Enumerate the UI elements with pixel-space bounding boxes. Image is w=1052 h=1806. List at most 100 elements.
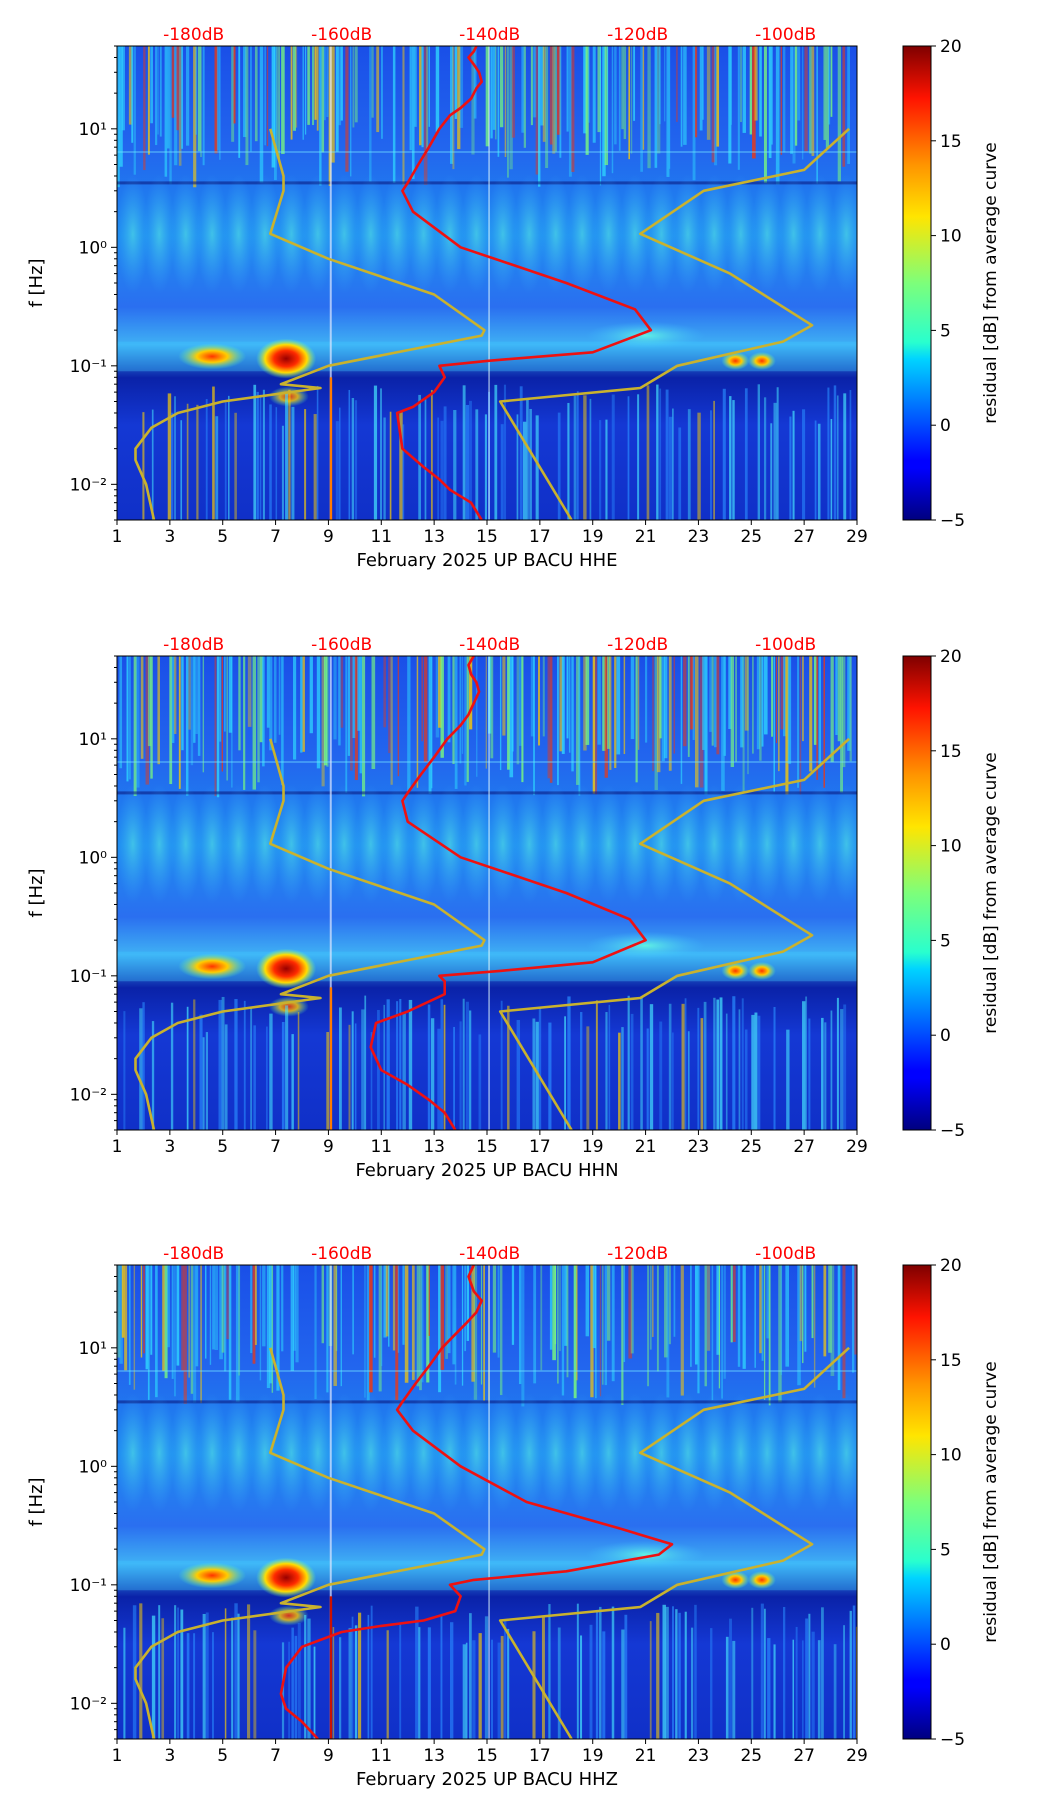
hf-noise-streak [209, 1265, 212, 1365]
lf-noise-streak [285, 392, 289, 520]
hf-noise-streak [718, 1265, 721, 1389]
hf-noise-streak [454, 1265, 457, 1385]
hf-noise-streak [737, 46, 740, 170]
hf-noise-streak [507, 46, 509, 178]
hf-noise-streak [166, 46, 170, 149]
x-axis-label: February 2025 UP BACU HHZ [356, 1769, 618, 1790]
hf-noise-streak [516, 656, 520, 765]
hf-noise-streak [530, 46, 533, 126]
diurnal-plume [460, 173, 493, 294]
hf-noise-streak [754, 1265, 756, 1368]
diurnal-plume [301, 1392, 334, 1513]
lf-noise-streak [763, 397, 767, 520]
hf-noise-streak [835, 656, 838, 735]
hf-noise-streak [397, 656, 400, 777]
hf-noise-streak [354, 656, 358, 781]
lf-noise-streak [281, 1022, 285, 1130]
diurnal-plume [249, 173, 281, 294]
hf-noise-streak [661, 656, 665, 762]
hf-noise-streak [735, 656, 737, 762]
hf-noise-streak [740, 656, 744, 748]
hf-noise-streak [350, 46, 352, 177]
lf-noise-streak [459, 1021, 462, 1130]
hf-noise-streak [825, 46, 829, 148]
lf-noise-streak [386, 1630, 389, 1739]
hf-noise-streak [326, 1265, 329, 1393]
spectrogram-image [117, 656, 857, 1130]
microseism-glow [585, 321, 706, 350]
hf-noise-streak [642, 46, 645, 150]
hf-noise-streak [778, 1265, 782, 1403]
hf-noise-streak [243, 46, 247, 138]
lf-noise-streak [196, 404, 199, 520]
db-scale-label: -160dB [311, 25, 372, 45]
lf-noise-streak [465, 1001, 469, 1130]
hf-noise-streak [659, 46, 661, 125]
lf-noise-streak [849, 390, 852, 520]
hf-noise-streak [799, 1265, 803, 1342]
hf-noise-streak [193, 46, 197, 188]
lf-noise-streak [557, 1627, 561, 1739]
hf-noise-streak [421, 656, 423, 742]
lf-noise-streak [288, 389, 291, 520]
hf-noise-streak [438, 1265, 442, 1393]
hf-noise-streak [552, 46, 556, 154]
x-axis-label: February 2025 UP BACU HHE [356, 550, 617, 571]
hf-noise-streak [756, 656, 760, 750]
hf-noise-streak [147, 46, 150, 155]
x-tick-label: 21 [635, 1137, 657, 1157]
hf-noise-streak [547, 656, 550, 779]
hf-noise-streak [583, 46, 587, 134]
hf-noise-streak [780, 46, 783, 155]
x-tick-label: 23 [688, 1746, 710, 1766]
lf-noise-streak [649, 1004, 654, 1130]
hf-noise-streak [656, 656, 661, 773]
lf-noise-streak [605, 1012, 608, 1130]
lf-noise-streak [757, 384, 760, 520]
hf-noise-streak [150, 1265, 153, 1355]
lf-noise-streak [599, 1606, 602, 1739]
hf-noise-streak [254, 46, 258, 142]
hf-noise-streak [730, 1265, 733, 1343]
hf-noise-streak [564, 1265, 568, 1346]
hf-noise-streak [181, 46, 184, 149]
median-psd-red-curve [395, 46, 653, 520]
hf-noise-streak [202, 656, 205, 773]
microseism-hotspot [178, 953, 247, 980]
lf-noise-streak [757, 1015, 761, 1130]
colorbar-tick-label: 5 [940, 321, 951, 341]
hf-noise-streak [585, 656, 590, 745]
lf-noise-streak [313, 1646, 316, 1739]
lf-noise-streak [557, 412, 561, 520]
lf-noise-streak [576, 391, 579, 520]
lf-noise-streak [687, 409, 691, 520]
x-tick-label: 11 [370, 1137, 392, 1157]
hf-noise-streak [768, 1265, 771, 1406]
hf-noise-streak [183, 1265, 187, 1404]
lf-noise-streak [811, 1631, 815, 1739]
lf-noise-streak [348, 1024, 351, 1130]
lf-noise-streak [339, 407, 341, 520]
hf-noise-streak [664, 656, 668, 759]
hf-noise-streak [178, 656, 181, 789]
hf-noise-streak [802, 46, 804, 160]
diurnal-plume [196, 173, 229, 294]
hf-noise-streak [499, 656, 502, 771]
x-tick-label: 19 [582, 1137, 604, 1157]
lf-noise-streak [348, 389, 351, 520]
diurnal-plume [804, 173, 836, 294]
lf-noise-streak [180, 420, 183, 520]
x-tick-label: 27 [793, 1746, 815, 1766]
hf-noise-streak [759, 1265, 762, 1354]
hf-noise-streak [604, 656, 608, 778]
hf-noise-streak [195, 656, 198, 734]
lf-noise-streak [611, 1606, 615, 1739]
lf-noise-streak [522, 421, 527, 520]
lf-noise-streak [589, 1624, 593, 1739]
hf-noise-streak [428, 46, 430, 127]
hf-noise-streak [176, 1265, 180, 1366]
hf-noise-streak [323, 46, 326, 121]
diurnal-plume [143, 1392, 176, 1513]
hf-noise-streak [200, 1265, 202, 1404]
